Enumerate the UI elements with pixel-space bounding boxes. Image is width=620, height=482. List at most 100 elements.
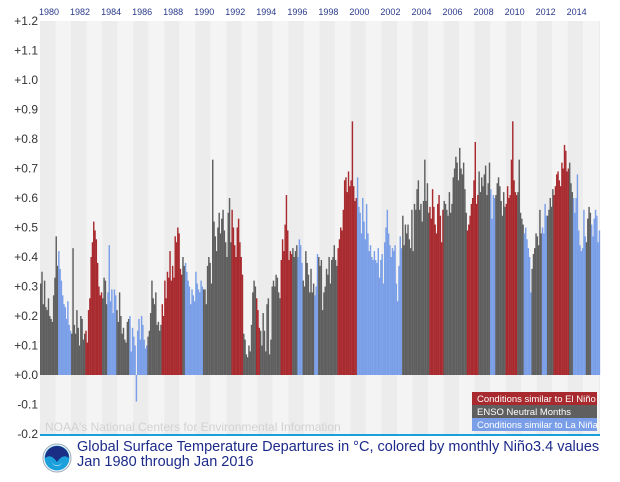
bar-neutral bbox=[552, 189, 554, 375]
legend-label-la-nina: Conditions similar to La Niña bbox=[477, 420, 599, 431]
bar-la-nina bbox=[188, 286, 191, 375]
bar-la-nina bbox=[130, 351, 132, 375]
bar-neutral bbox=[224, 242, 227, 375]
bar-la-nina bbox=[360, 233, 363, 375]
bar-neutral bbox=[156, 324, 158, 375]
bar-el-nino bbox=[175, 242, 178, 375]
bar-neutral bbox=[330, 259, 333, 375]
bar-neutral bbox=[334, 259, 337, 375]
legend-label-neutral: ENSO Neutral Months bbox=[477, 407, 571, 418]
bar-neutral bbox=[52, 295, 55, 375]
bar-neutral bbox=[277, 292, 280, 375]
bar-neutral bbox=[325, 268, 328, 375]
bar-neutral bbox=[589, 212, 592, 375]
bar-neutral bbox=[78, 345, 81, 375]
bar-neutral bbox=[427, 212, 430, 375]
bar-la-nina bbox=[492, 195, 495, 375]
bar-el-nino bbox=[553, 195, 555, 375]
bar-el-nino bbox=[435, 233, 438, 375]
bar-neutral bbox=[451, 203, 453, 375]
bar-neutral bbox=[120, 316, 122, 375]
bar-el-nino bbox=[171, 265, 174, 375]
bar-neutral bbox=[51, 321, 54, 375]
bar-la-nina bbox=[598, 230, 601, 375]
noaa-logo-icon bbox=[42, 443, 72, 473]
x-tick-label: 1992 bbox=[225, 7, 245, 17]
bar-neutral bbox=[77, 327, 79, 375]
bar-neutral bbox=[536, 236, 539, 375]
bar-el-nino bbox=[442, 209, 444, 375]
bar-neutral bbox=[149, 313, 152, 375]
bar-neutral bbox=[218, 212, 220, 375]
bar-la-nina bbox=[593, 218, 595, 375]
bar-neutral bbox=[74, 333, 77, 375]
bar-la-nina bbox=[391, 248, 394, 375]
bar-neutral bbox=[227, 212, 229, 375]
bar-neutral bbox=[321, 310, 324, 375]
bar-la-nina bbox=[67, 301, 69, 375]
bar-el-nino bbox=[179, 268, 182, 375]
x-tick-label: 1998 bbox=[318, 7, 338, 17]
bar-neutral bbox=[332, 257, 334, 375]
bar-el-nino bbox=[506, 186, 509, 375]
bar-neutral bbox=[117, 321, 120, 375]
bar-neutral bbox=[487, 183, 489, 375]
bar-la-nina bbox=[541, 227, 544, 375]
bar-el-nino bbox=[466, 230, 469, 375]
bar-la-nina bbox=[134, 345, 136, 375]
bar-neutral bbox=[208, 257, 210, 375]
bar-la-nina bbox=[187, 280, 189, 375]
bar-la-nina bbox=[111, 289, 113, 375]
bar-la-nina bbox=[374, 259, 377, 375]
bar-neutral bbox=[244, 339, 246, 375]
bar-neutral bbox=[46, 310, 48, 375]
bar-el-nino bbox=[241, 274, 244, 375]
bar-la-nina bbox=[387, 233, 390, 375]
bar-neutral bbox=[417, 180, 420, 375]
bar-el-nino bbox=[174, 236, 176, 375]
y-tick-label: +1.2 bbox=[14, 14, 38, 28]
bar-neutral bbox=[456, 162, 458, 375]
bar-neutral bbox=[272, 280, 275, 375]
bar-neutral bbox=[275, 274, 277, 375]
year-band bbox=[133, 21, 149, 434]
bar-neutral bbox=[293, 257, 295, 375]
bar-neutral bbox=[249, 351, 251, 375]
bar-neutral bbox=[104, 280, 107, 375]
bar-neutral bbox=[484, 165, 487, 375]
bar-el-nino bbox=[433, 206, 435, 375]
y-tick-label: +0.2 bbox=[14, 309, 38, 323]
bar-neutral bbox=[455, 156, 457, 375]
bar-neutral bbox=[246, 357, 249, 375]
bar-neutral bbox=[268, 354, 271, 375]
bar-neutral bbox=[411, 209, 413, 375]
x-tick-label: 2004 bbox=[411, 7, 431, 17]
bar-neutral bbox=[452, 177, 454, 375]
bar-neutral bbox=[481, 177, 483, 375]
bar-neutral bbox=[479, 192, 482, 375]
bar-el-nino bbox=[354, 200, 356, 375]
bar-el-nino bbox=[281, 239, 284, 375]
bar-el-nino bbox=[565, 150, 567, 375]
bar-la-nina bbox=[107, 292, 109, 375]
bar-neutral bbox=[425, 200, 427, 375]
bar-la-nina bbox=[65, 318, 68, 375]
bar-el-nino bbox=[561, 162, 563, 375]
bar-la-nina bbox=[362, 198, 364, 375]
bar-neutral bbox=[266, 304, 268, 375]
bar-la-nina bbox=[380, 259, 382, 375]
chart-subtitle: Jan 1980 through Jan 2016 bbox=[77, 454, 254, 470]
bar-la-nina bbox=[575, 198, 577, 375]
bar-neutral bbox=[222, 209, 224, 375]
bar-neutral bbox=[274, 286, 276, 375]
legend-swatch-la-nina bbox=[472, 418, 597, 431]
bar-la-nina bbox=[597, 242, 599, 375]
legend: Conditions similar to El Niño ENSO Neutr… bbox=[472, 392, 599, 431]
bar-la-nina bbox=[60, 280, 63, 375]
bar-el-nino bbox=[468, 224, 470, 375]
bar-neutral bbox=[151, 280, 153, 375]
y-tick-label: +0.0 bbox=[14, 368, 38, 382]
bar-neutral bbox=[420, 203, 422, 375]
bar-el-nino bbox=[90, 257, 92, 375]
bar-la-nina bbox=[584, 236, 586, 375]
